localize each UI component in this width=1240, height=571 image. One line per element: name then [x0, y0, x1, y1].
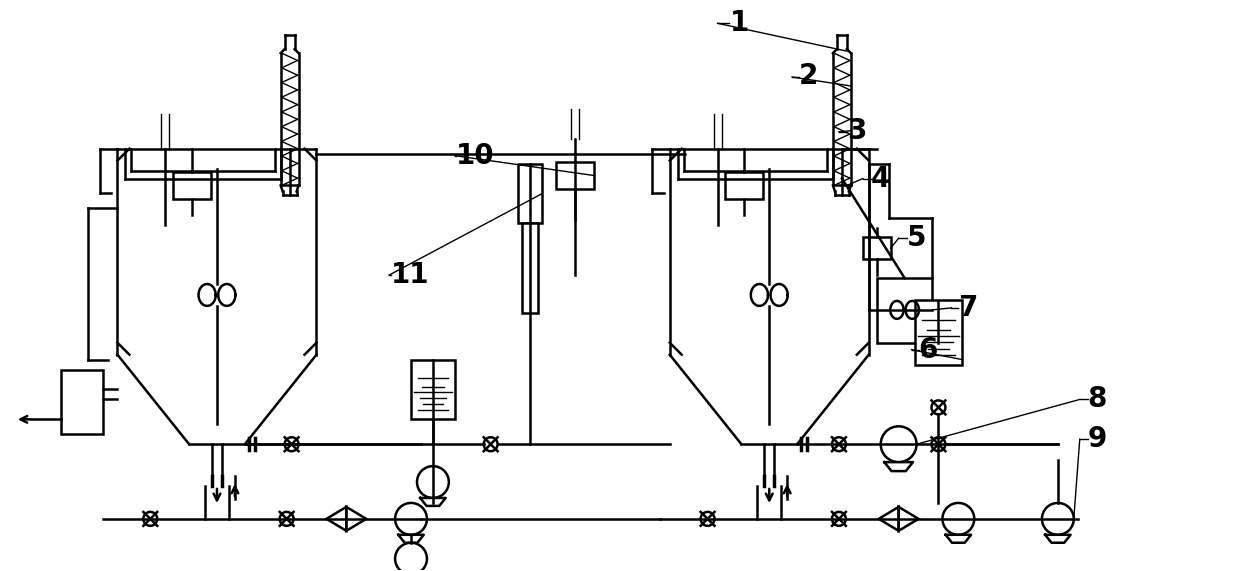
Text: 3: 3 — [847, 116, 867, 145]
Bar — [557, 162, 594, 190]
Polygon shape — [420, 498, 445, 506]
Bar — [410, 360, 455, 419]
Text: 7: 7 — [959, 294, 977, 322]
Text: 4: 4 — [870, 164, 890, 192]
Bar — [522, 223, 538, 313]
Polygon shape — [398, 535, 424, 543]
Text: 9: 9 — [1087, 425, 1107, 453]
Bar — [518, 164, 542, 223]
Bar — [863, 237, 890, 259]
Polygon shape — [884, 462, 913, 471]
Polygon shape — [946, 535, 971, 543]
Text: 5: 5 — [906, 224, 926, 252]
Bar — [725, 171, 764, 199]
Text: 11: 11 — [391, 261, 429, 289]
Text: 6: 6 — [919, 336, 937, 364]
Bar — [877, 278, 932, 343]
Bar — [174, 171, 211, 199]
Polygon shape — [1045, 535, 1070, 543]
Text: 10: 10 — [456, 142, 495, 170]
Text: 1: 1 — [729, 9, 749, 37]
Text: 2: 2 — [799, 62, 818, 90]
Text: 8: 8 — [1087, 385, 1107, 413]
Bar — [61, 369, 103, 435]
Bar — [915, 300, 962, 365]
